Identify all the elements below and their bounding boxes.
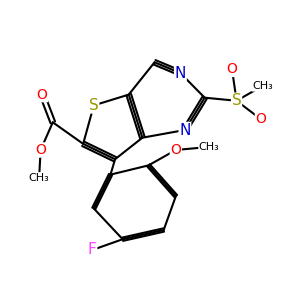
Text: S: S bbox=[232, 93, 242, 108]
Text: CH₃: CH₃ bbox=[29, 173, 50, 183]
Text: S: S bbox=[89, 98, 99, 113]
Text: O: O bbox=[255, 112, 266, 126]
Text: CH₃: CH₃ bbox=[252, 81, 273, 91]
Text: F: F bbox=[88, 242, 97, 257]
Text: CH₃: CH₃ bbox=[199, 142, 220, 152]
Text: N: N bbox=[179, 122, 190, 137]
Text: N: N bbox=[175, 66, 186, 81]
Text: O: O bbox=[226, 62, 238, 76]
Text: O: O bbox=[35, 143, 46, 157]
Text: O: O bbox=[170, 143, 181, 157]
Text: O: O bbox=[37, 88, 48, 102]
